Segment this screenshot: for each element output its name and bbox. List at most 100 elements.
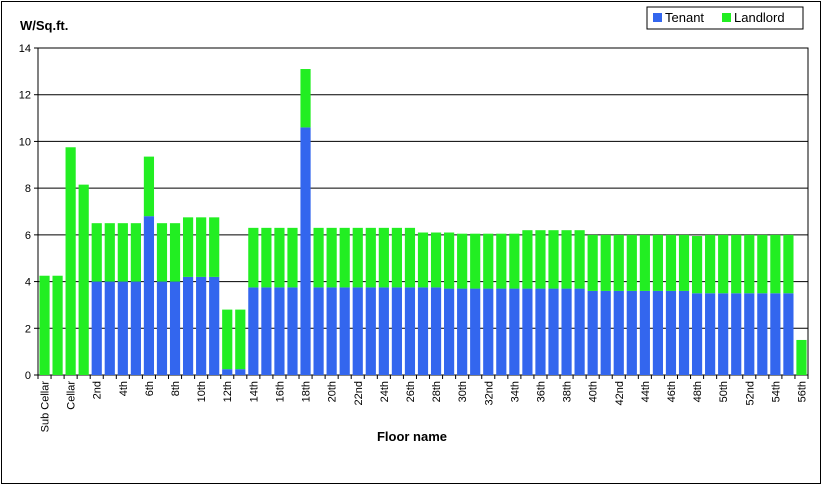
- bar-tenant: [548, 288, 559, 375]
- bar-landlord: [287, 227, 298, 288]
- bar-tenant: [483, 288, 494, 375]
- bar-landlord: [705, 234, 716, 294]
- bar-landlord: [365, 227, 376, 288]
- bar-tenant: [522, 288, 533, 375]
- y-tick-label: 8: [25, 183, 31, 195]
- bar-landlord: [378, 227, 389, 288]
- bar-landlord: [78, 184, 89, 375]
- bar-tenant: [365, 287, 376, 375]
- x-tick-label: 22nd: [353, 381, 365, 405]
- bar-tenant: [652, 290, 664, 375]
- bar-landlord: [665, 234, 677, 291]
- x-tick-label: 42nd: [614, 381, 626, 405]
- bar-tenant: [352, 287, 363, 375]
- bar-tenant: [470, 288, 481, 375]
- bar-landlord: [691, 236, 703, 294]
- bar-landlord: [169, 223, 181, 282]
- legend-label-tenant: Tenant: [665, 10, 704, 25]
- x-tick-label: 2nd: [92, 381, 104, 399]
- bar-tenant: [731, 293, 742, 375]
- bar-landlord: [339, 227, 350, 288]
- y-axis-title: W/Sq.ft.: [20, 18, 68, 33]
- bar-landlord: [52, 275, 63, 375]
- bar-tenant: [91, 281, 102, 375]
- x-tick-label: 36th: [535, 381, 547, 402]
- x-tick-label: 54th: [770, 381, 782, 402]
- bar-landlord: [196, 217, 207, 277]
- bar-tenant: [261, 287, 272, 375]
- bar-tenant: [248, 287, 259, 375]
- bar-tenant: [287, 287, 298, 375]
- y-tick-label: 2: [25, 323, 31, 335]
- bar-landlord: [65, 147, 76, 375]
- bar-landlord: [300, 69, 311, 128]
- bar-tenant: [639, 290, 650, 375]
- bar-landlord: [209, 217, 220, 277]
- bar-tenant: [783, 293, 794, 375]
- x-tick-label: 30th: [457, 381, 469, 402]
- bar-landlord: [509, 233, 520, 289]
- bar-landlord: [496, 233, 507, 289]
- x-tick-label: 6th: [144, 381, 156, 396]
- bar-landlord: [600, 234, 611, 291]
- bar-tenant: [574, 288, 585, 375]
- bar-tenant: [339, 287, 350, 375]
- x-tick-label: 8th: [170, 381, 182, 396]
- bar-tenant: [757, 293, 768, 375]
- bar-tenant: [457, 288, 468, 375]
- bar-tenant: [665, 290, 677, 375]
- bar-tenant: [209, 276, 220, 375]
- bars: [39, 69, 807, 375]
- x-tick-label: 50th: [718, 381, 730, 402]
- bar-tenant: [678, 290, 690, 375]
- y-tick-label: 4: [25, 277, 31, 289]
- bar-landlord: [444, 232, 455, 289]
- bar-landlord: [613, 234, 624, 291]
- bar-landlord: [522, 230, 533, 289]
- bar-landlord: [430, 232, 442, 288]
- bar-tenant: [561, 288, 572, 375]
- y-axis-ticks: 0 2 4 6 8 10 12 14: [19, 43, 38, 382]
- x-tick-label: 4th: [118, 381, 130, 396]
- bar-landlord: [104, 223, 115, 282]
- bar-landlord: [783, 234, 794, 294]
- bar-tenant: [130, 281, 141, 375]
- bar-tenant: [378, 287, 389, 375]
- bar-tenant: [444, 288, 455, 375]
- bar-landlord: [391, 227, 402, 288]
- x-tick-label: 12th: [222, 381, 234, 402]
- bar-tenant: [705, 293, 716, 375]
- bar-landlord: [156, 223, 168, 282]
- x-tick-label: 34th: [509, 381, 521, 402]
- bar-tenant: [718, 293, 729, 375]
- x-tick-label: 44th: [640, 381, 652, 402]
- bar-landlord: [457, 233, 468, 289]
- x-tick-label: 24th: [379, 381, 391, 402]
- x-tick-label: Sub Cellar: [40, 381, 52, 433]
- bar-landlord: [222, 309, 233, 370]
- y-tick-label: 6: [25, 230, 31, 242]
- bar-tenant: [274, 287, 285, 375]
- bar-landlord: [470, 233, 481, 289]
- bar-tenant: [391, 287, 402, 375]
- bar-landlord: [652, 234, 664, 291]
- legend-swatch-landlord: [722, 13, 731, 22]
- bar-tenant: [326, 287, 337, 375]
- legend: Tenant Landlord: [646, 6, 804, 30]
- bar-tenant: [300, 127, 311, 375]
- y-tick-label: 14: [19, 43, 31, 55]
- legend-swatch-tenant: [653, 13, 662, 22]
- x-tick-label: 40th: [588, 381, 600, 402]
- bar-tenant: [169, 281, 181, 375]
- bar-tenant: [770, 293, 781, 375]
- bar-landlord: [248, 227, 259, 288]
- bar-landlord: [535, 230, 546, 289]
- bar-landlord: [561, 230, 572, 289]
- bar-landlord: [718, 234, 729, 294]
- bar-tenant: [600, 290, 611, 375]
- bar-landlord: [352, 227, 363, 288]
- bar-landlord: [731, 234, 742, 294]
- bar-tenant: [509, 288, 520, 375]
- y-tick-label: 10: [19, 136, 31, 148]
